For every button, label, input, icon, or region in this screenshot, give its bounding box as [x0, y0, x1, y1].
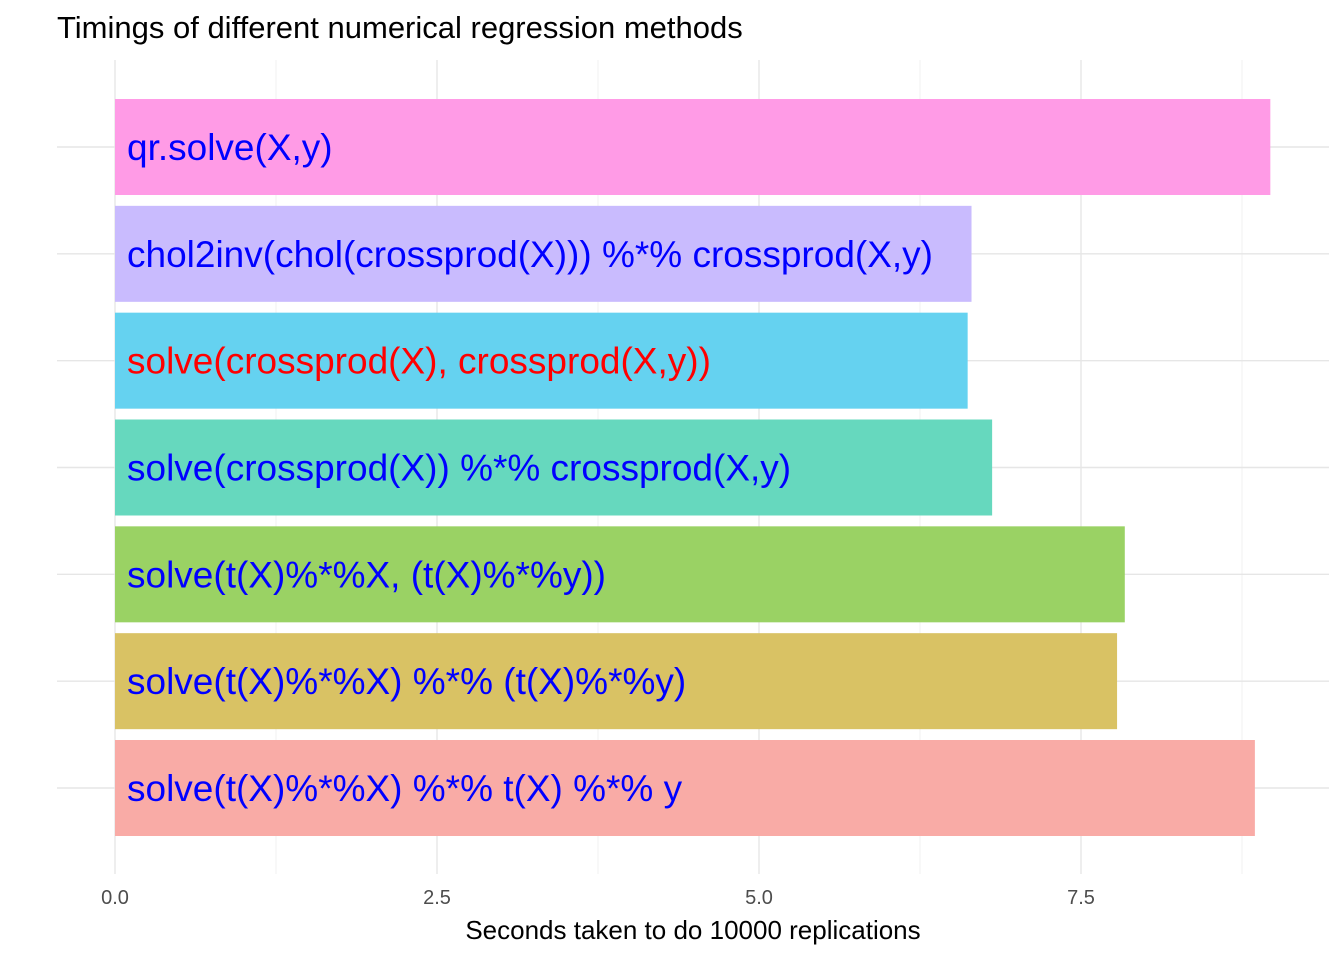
bar-label: solve(t(X)%*%X, (t(X)%*%y)) — [127, 554, 606, 595]
chart-title: Timings of different numerical regressio… — [57, 10, 743, 45]
bar — [115, 312, 968, 409]
bar — [115, 526, 1125, 623]
bar-label: solve(t(X)%*%X) %*% (t(X)%*%y) — [127, 661, 686, 702]
bar — [115, 205, 972, 302]
bar-label: solve(t(X)%*%X) %*% t(X) %*% y — [127, 768, 683, 809]
bar-label: solve(crossprod(X), crossprod(X,y)) — [127, 341, 711, 382]
x-tick-label: 7.5 — [1067, 887, 1095, 909]
x-axis-title: Seconds taken to do 10000 replications — [465, 915, 920, 945]
bar — [115, 740, 1255, 836]
x-tick-label: 2.5 — [423, 887, 451, 909]
bar — [115, 419, 993, 516]
bar-label: chol2inv(chol(crossprod(X))) %*% crosspr… — [127, 234, 933, 275]
bar-labels: qr.solve(X,y) chol2inv(chol(crossprod(X))… — [127, 127, 933, 809]
bar-label: qr.solve(X,y) — [127, 127, 333, 168]
bar-label: solve(crossprod(X)) %*% crossprod(X,y) — [127, 448, 791, 489]
bar — [115, 633, 1118, 730]
bars — [115, 99, 1271, 836]
bar — [115, 99, 1271, 195]
x-tick-label: 0.0 — [101, 887, 129, 909]
x-tick-label: 5.0 — [745, 887, 773, 909]
x-axis-ticks: 0.0 2.5 5.0 7.5 — [101, 887, 1095, 909]
